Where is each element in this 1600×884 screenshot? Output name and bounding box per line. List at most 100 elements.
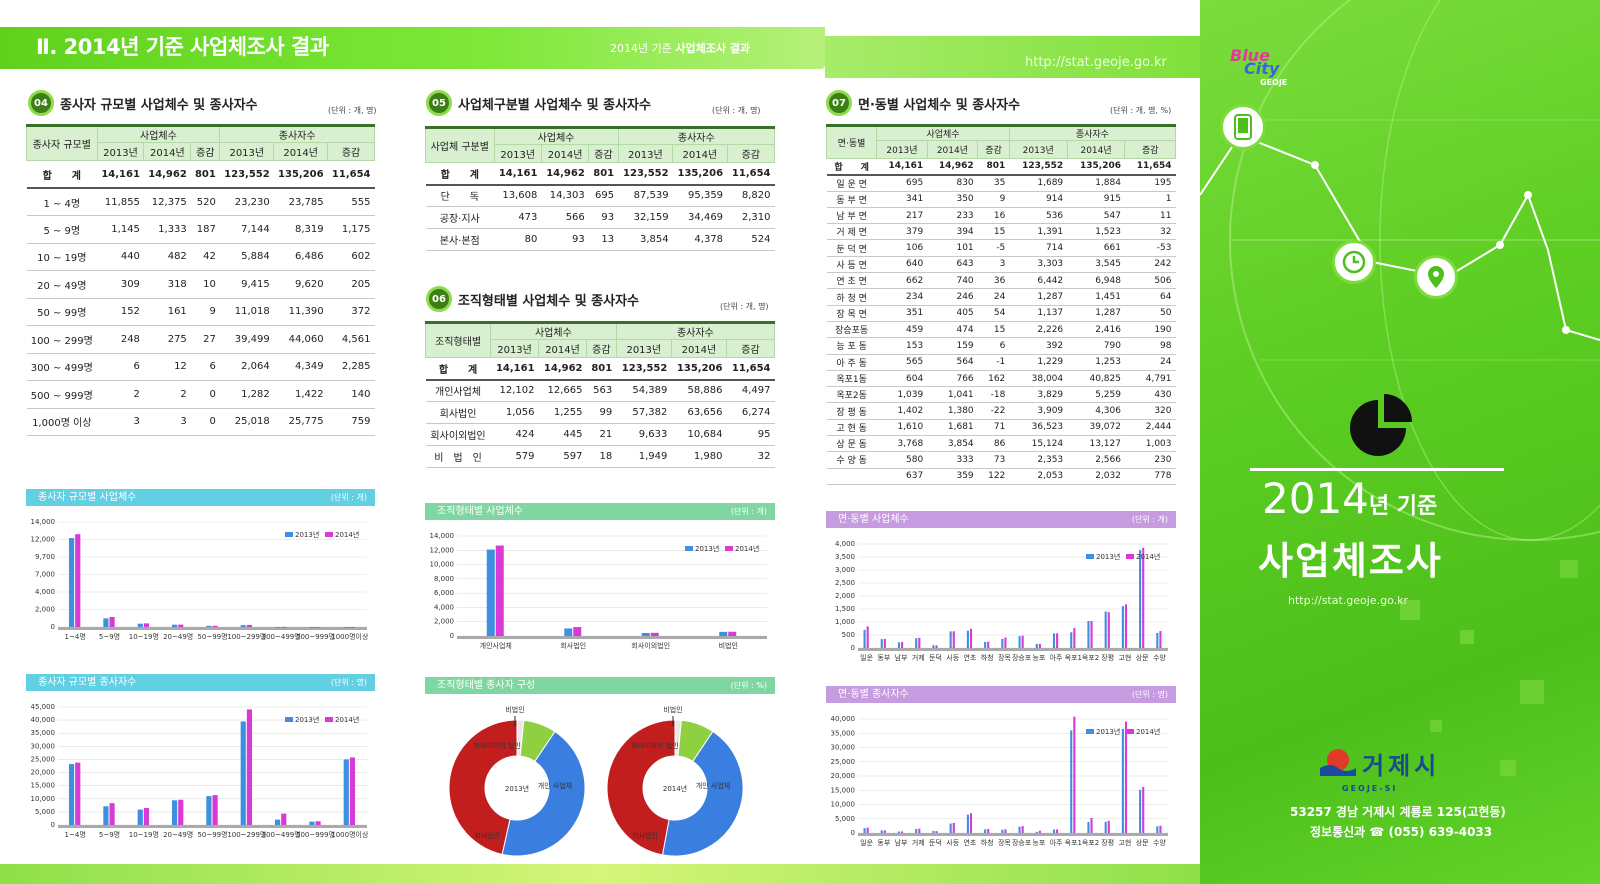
- table-row: 10 ~ 19명 440 482 42 5,884 6,486 602: [26, 243, 375, 271]
- header-url[interactable]: http://stat.geoje.go.kr: [1025, 55, 1167, 70]
- x-tick-label: 아주: [1050, 653, 1063, 662]
- bar-2013년: [137, 809, 143, 825]
- cover-url[interactable]: http://stat.geoje.go.kr: [1288, 594, 1409, 607]
- x-tick-label: 남부: [895, 653, 908, 662]
- col-header: 2014년: [538, 339, 587, 358]
- table-cell: 단 독: [425, 184, 495, 207]
- bar-2014년: [143, 807, 150, 825]
- table-cell: 42: [190, 243, 220, 271]
- table-cell: 32,159: [618, 206, 673, 229]
- table-cell: 15: [977, 321, 1010, 339]
- col-header: 증감: [726, 144, 776, 163]
- bar-2014년: [866, 827, 869, 833]
- y-tick-label: 15,000: [831, 786, 856, 794]
- legend-label: 2013년: [295, 715, 319, 724]
- col-header: 증감: [327, 142, 375, 161]
- table-cell: 합 계: [826, 158, 877, 176]
- table-cell: 11,390: [273, 298, 328, 326]
- bar-2013년: [1087, 620, 1090, 648]
- table-cell: 482: [143, 243, 191, 271]
- table-cell: 6: [977, 337, 1010, 355]
- section-06-heading: 06 조직형태별 사업체수 및 종사자수: [426, 286, 639, 312]
- bar-2013년: [206, 625, 212, 627]
- table-cell: 801: [588, 162, 619, 186]
- col-header: 2013년: [490, 339, 540, 358]
- table-cell: 152: [97, 298, 144, 326]
- table-row: 장승포동 459 474 15 2,226 2,416 190: [826, 321, 1176, 339]
- bar-2013년: [1104, 611, 1107, 648]
- table-row: 비 법 인 579 597 18 1,949 1,980 32: [425, 445, 775, 468]
- table-cell: 25,018: [219, 408, 274, 436]
- y-tick-label: 9,700: [35, 553, 55, 561]
- table-cell: 242: [1124, 256, 1176, 274]
- table-cell: 40,825: [1067, 370, 1125, 388]
- bar-2013년: [240, 721, 246, 825]
- table-row: 남 부 면 217 233 16 536 547 11: [826, 207, 1176, 225]
- table-cell: 36,523: [1009, 419, 1068, 437]
- table-cell: 개인사업체: [425, 379, 491, 402]
- donut-slice-company: [606, 719, 676, 856]
- y-tick-label: 8,000: [434, 575, 454, 583]
- table-cell: 44,060: [273, 325, 328, 354]
- table-cell: 2,353: [1009, 451, 1068, 469]
- bar-2013년: [1156, 826, 1159, 833]
- col-header: 2014년: [670, 339, 727, 358]
- bar-2014년: [1021, 826, 1024, 833]
- bar-2014년: [349, 626, 356, 628]
- x-tick-label: 하청: [981, 653, 994, 662]
- table-cell: 50: [1124, 305, 1176, 322]
- y-tick-label: 5,000: [835, 815, 855, 823]
- bar-2014년: [935, 831, 938, 833]
- bar-2014년: [1021, 635, 1024, 648]
- table-cell: 394: [927, 223, 978, 241]
- section-badge: 06: [426, 286, 452, 312]
- table-cell: 본사·본점: [425, 228, 495, 251]
- y-tick-label: 10,000: [831, 801, 856, 809]
- table-cell: 10,684: [671, 423, 727, 446]
- table-cell: 580: [876, 451, 928, 469]
- x-tick-label: 50~99명: [197, 632, 227, 641]
- x-tick-label: 능포: [1032, 839, 1045, 847]
- x-tick-label: 5~9명: [99, 830, 120, 839]
- table-cell: 300 ~ 499명: [26, 353, 98, 381]
- table-cell: 39,072: [1067, 419, 1125, 437]
- col-header: 사업체수: [493, 126, 619, 145]
- city-logo-text: 거제시: [1362, 752, 1441, 780]
- unit-label: (단위 : 개, 명): [328, 106, 377, 115]
- y-tick-label: 0: [51, 821, 55, 829]
- x-tick-label: 장승포: [1012, 653, 1032, 662]
- table-cell: 766: [927, 370, 978, 388]
- donut-slice-personal: [661, 730, 744, 857]
- table-cell: 3,545: [1067, 256, 1125, 274]
- table-row: 수 양 동 580 333 73 2,353 2,566 230: [826, 451, 1176, 469]
- legend-swatch: [1086, 554, 1094, 559]
- bar-2013년: [137, 623, 143, 627]
- x-tick-label: 능포: [1032, 654, 1045, 662]
- legend-label: 2013년: [295, 530, 319, 539]
- section-title: 조직형태별 사업체수 및 종사자수: [458, 293, 640, 309]
- table-cell: 3,768: [876, 435, 928, 453]
- table-cell: 7,144: [219, 215, 274, 244]
- table-cell: 778: [1124, 468, 1176, 485]
- legend-label: 2014년: [335, 530, 359, 539]
- table-cell: 둔 덕 면: [826, 239, 877, 257]
- bar-2013년: [1087, 822, 1090, 833]
- donut-center-label: 2013년: [505, 784, 529, 793]
- bar-2013년: [564, 628, 573, 636]
- table-cell: 500 ~ 999명: [26, 380, 98, 409]
- table-cell: 23,230: [219, 188, 274, 216]
- table-cell: 14,161: [490, 357, 539, 381]
- table-cell: 18: [586, 445, 617, 468]
- table-cell: 1,039: [876, 386, 928, 404]
- address: 53257 경남 거제시 계룡로 125(고현동): [1290, 805, 1506, 819]
- table-cell: 8,820: [727, 184, 775, 207]
- table-cell: 회사이외법인: [425, 423, 491, 446]
- bar-2014년: [109, 617, 115, 627]
- legend-swatch: [285, 717, 293, 722]
- table-cell: 2,416: [1067, 321, 1125, 339]
- bar-2014년: [918, 637, 921, 648]
- table-cell: 13,608: [494, 184, 542, 207]
- col-header: 조직형태별: [424, 321, 492, 358]
- legend-label: 2014년: [735, 544, 759, 553]
